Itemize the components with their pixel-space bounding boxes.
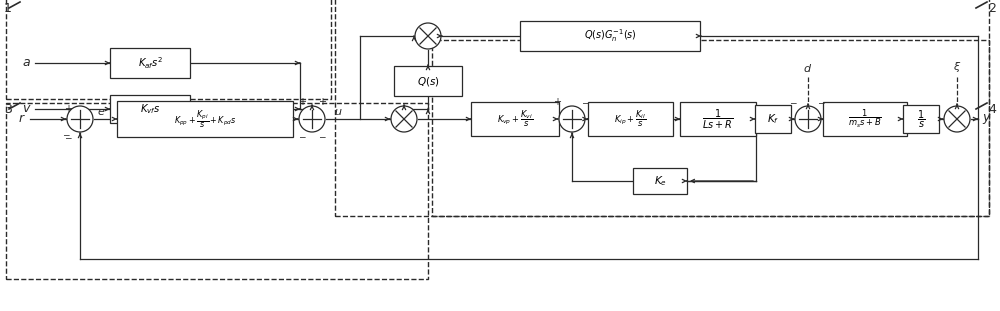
Text: +: +	[64, 104, 72, 114]
Text: +: +	[298, 97, 306, 107]
Bar	[118, 101, 292, 137]
Text: $e$: $e$	[97, 107, 105, 117]
Text: $v$: $v$	[22, 103, 32, 115]
Circle shape	[795, 106, 821, 132]
Text: $K_{af}s^2$: $K_{af}s^2$	[138, 55, 162, 71]
Text: $-$: $-$	[789, 98, 797, 106]
Text: $\dfrac{1}{Ls+R}$: $\dfrac{1}{Ls+R}$	[702, 108, 734, 131]
Bar	[432, 40, 989, 216]
Text: $r$: $r$	[18, 113, 26, 126]
Bar	[110, 48, 190, 78]
Text: $-$: $-$	[318, 132, 326, 141]
Bar	[520, 21, 700, 51]
Text: 2: 2	[988, 2, 996, 15]
Text: $-$: $-$	[817, 98, 825, 106]
Text: 4: 4	[988, 103, 996, 116]
Text: $-$: $-$	[62, 129, 70, 138]
Bar	[755, 105, 791, 133]
Bar	[588, 102, 672, 136]
Text: $K_{ip}+\dfrac{K_{il}}{s}$: $K_{ip}+\dfrac{K_{il}}{s}$	[614, 109, 646, 129]
Text: 3: 3	[4, 103, 12, 116]
Bar	[823, 102, 907, 136]
Bar	[6, 103, 428, 279]
Text: $d$: $d$	[803, 62, 813, 74]
Bar	[6, 0, 331, 99]
Text: $K_e$: $K_e$	[654, 174, 666, 188]
Circle shape	[944, 106, 970, 132]
Text: +: +	[553, 97, 561, 107]
Text: $\xi$: $\xi$	[953, 60, 961, 74]
Text: 1: 1	[4, 2, 12, 15]
Bar	[471, 102, 559, 136]
Text: $a$: $a$	[22, 57, 31, 69]
Text: $K_{vp}+\dfrac{K_{vi}}{s}$: $K_{vp}+\dfrac{K_{vi}}{s}$	[497, 109, 533, 129]
Text: $K_f$: $K_f$	[767, 112, 779, 126]
Bar	[633, 168, 687, 194]
Circle shape	[67, 106, 93, 132]
Text: $\dfrac{1}{m_s s+B}$: $\dfrac{1}{m_s s+B}$	[848, 108, 882, 130]
Text: $-$: $-$	[64, 132, 72, 142]
Text: $u$: $u$	[334, 107, 343, 117]
Text: $K_{pp}+\dfrac{K_{pi}}{s}+K_{pd}s$: $K_{pp}+\dfrac{K_{pi}}{s}+K_{pd}s$	[174, 108, 236, 130]
Bar	[680, 102, 756, 136]
Text: $-$: $-$	[298, 132, 306, 141]
Circle shape	[559, 106, 585, 132]
Bar	[903, 105, 939, 133]
Text: +: +	[318, 97, 326, 107]
Bar	[110, 95, 190, 123]
Circle shape	[415, 23, 441, 49]
Text: $Q(s)G_n^{-1}(s)$: $Q(s)G_n^{-1}(s)$	[584, 28, 636, 44]
Circle shape	[299, 106, 325, 132]
Text: $Q(s)$: $Q(s)$	[417, 75, 439, 87]
Text: $\dfrac{1}{s}$: $\dfrac{1}{s}$	[917, 109, 925, 129]
Text: $K_{vf}s$: $K_{vf}s$	[140, 102, 160, 116]
Text: $-$: $-$	[581, 98, 589, 106]
Text: $y$: $y$	[982, 112, 992, 126]
Bar	[394, 66, 462, 96]
Bar	[335, 0, 989, 216]
Circle shape	[391, 106, 417, 132]
